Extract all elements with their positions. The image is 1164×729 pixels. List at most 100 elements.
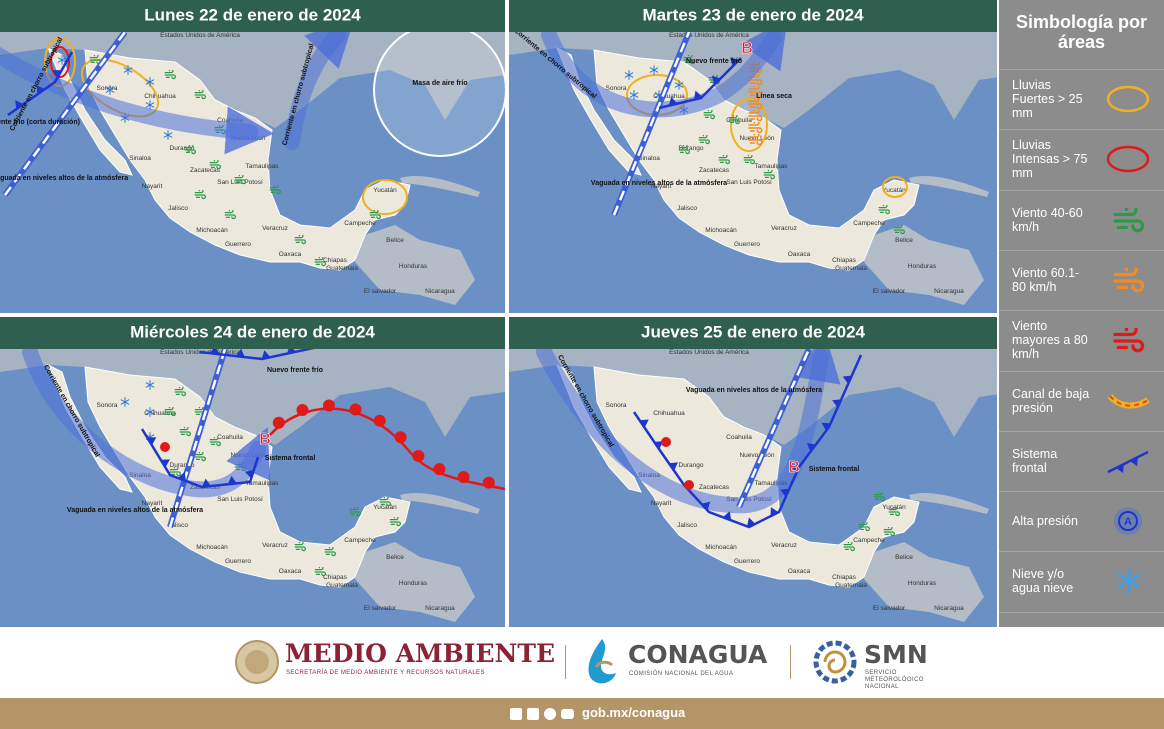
place-label: Campeche bbox=[344, 537, 376, 544]
jet-stream bbox=[22, 349, 271, 498]
place-label: El salvador bbox=[364, 605, 397, 612]
legend-icon bbox=[1106, 146, 1150, 173]
place-label: Michoacán bbox=[196, 227, 228, 234]
front-bump bbox=[394, 431, 407, 444]
map-panel: Lunes 22 de enero de 2024 Estados Unidos … bbox=[0, 0, 505, 313]
logo-medio-ambiente: MEDIO AMBIENTE bbox=[285, 639, 556, 668]
panel-title: Martes 23 de enero de 2024 bbox=[642, 5, 864, 24]
annotation: B bbox=[259, 431, 271, 448]
place-label: Belice bbox=[895, 237, 913, 244]
place-label: Nicaragua bbox=[934, 288, 964, 295]
place-label: Estados Unidos de América bbox=[160, 32, 240, 39]
place-label: Honduras bbox=[908, 263, 937, 270]
legend-icon bbox=[1117, 568, 1141, 595]
place-label: Sonora bbox=[606, 402, 627, 409]
legend-item: Sistema frontal bbox=[999, 430, 1164, 490]
land bbox=[400, 175, 480, 197]
legend-icon bbox=[1113, 207, 1145, 233]
place-label: Veracruz bbox=[771, 542, 797, 549]
divider bbox=[565, 645, 566, 679]
jet-stream bbox=[536, 349, 841, 514]
map-panel: Miércoles 24 de enero de 2024 Estados Uni… bbox=[0, 317, 505, 627]
conagua-icon bbox=[588, 639, 616, 684]
front-tooth bbox=[177, 471, 187, 482]
place-label: San Luis Potosí bbox=[217, 496, 263, 503]
title-bar bbox=[509, 0, 997, 32]
place-label: Oaxaca bbox=[279, 251, 302, 258]
front-tooth bbox=[235, 349, 245, 358]
place-label: Chiapas bbox=[832, 574, 857, 581]
front-bump bbox=[349, 403, 362, 416]
place-label: Michoacán bbox=[196, 544, 228, 551]
rain-area bbox=[362, 179, 408, 215]
legend-label: Lluvias Intensas > 75 mm bbox=[1012, 138, 1088, 181]
front-bump bbox=[272, 416, 285, 429]
front-bump bbox=[684, 480, 694, 490]
place-label: Veracruz bbox=[771, 225, 797, 232]
social-icons bbox=[510, 708, 574, 720]
front-tooth bbox=[821, 422, 831, 431]
land bbox=[909, 492, 989, 514]
place-label: Michoacán bbox=[705, 227, 737, 234]
map: Estados Unidos de AméricaSonoraChihuahua… bbox=[0, 349, 505, 627]
place-label: San Luis Potosí bbox=[726, 179, 772, 186]
legend-item: Viento 40-60 km/h bbox=[999, 189, 1164, 249]
legend-label: Viento 40-60 km/h bbox=[1012, 205, 1083, 234]
land bbox=[0, 32, 505, 128]
legend-item: Viento 60.1-80 km/h bbox=[999, 249, 1164, 309]
logo-smn-sub: SERVICIO METEOROLÓGICO NACIONAL bbox=[865, 670, 924, 690]
logo-conagua: CONAGUA bbox=[628, 640, 768, 669]
map: Estados Unidos de AméricaSonoraChihuahua… bbox=[509, 349, 997, 627]
place-label: Yucatán bbox=[882, 504, 906, 511]
legend-item: Lluvias Intensas > 75 mm bbox=[999, 129, 1164, 188]
title-bar bbox=[0, 0, 505, 32]
land bbox=[400, 492, 480, 514]
place-label: Chihuahua bbox=[144, 93, 176, 100]
front-tooth bbox=[730, 57, 740, 67]
place-label: El salvador bbox=[873, 605, 906, 612]
front-tooth bbox=[147, 437, 157, 446]
map-panel: Jueves 25 de enero de 2024 Estados Unidos… bbox=[509, 317, 997, 627]
legend-label: Sistema frontal bbox=[1012, 446, 1058, 475]
legend-item: Nieve y/o agua nieve bbox=[999, 551, 1164, 610]
place-label: Chihuahua bbox=[653, 410, 685, 417]
land bbox=[909, 175, 989, 197]
place-label: Jalisco bbox=[168, 522, 188, 529]
front-tooth bbox=[701, 501, 711, 511]
map: Estados Unidos de AméricaSonoraChihuahua… bbox=[509, 32, 997, 313]
panel-title: Jueves 25 de enero de 2024 bbox=[641, 322, 866, 341]
legend-icon-text: A bbox=[1124, 516, 1132, 528]
front-line bbox=[7, 51, 74, 117]
footer: MEDIO AMBIENTE SECRETARÍA DE MEDIO AMBIE… bbox=[0, 627, 1164, 698]
place-label: Nicaragua bbox=[425, 605, 455, 612]
front-bump bbox=[160, 442, 170, 452]
legend-label: Canal de baja presión bbox=[1012, 386, 1090, 415]
trough bbox=[167, 349, 228, 528]
place-label: Guatemala bbox=[835, 265, 867, 272]
smn-icon bbox=[813, 640, 857, 684]
trough-dash bbox=[612, 32, 691, 216]
place-label: Chiapas bbox=[323, 257, 348, 264]
legend-item: Lluvias Fuertes > 25 mm bbox=[999, 69, 1164, 128]
legend-label: Alta presión bbox=[1012, 514, 1079, 529]
place-label: Yucatán bbox=[373, 187, 397, 194]
place-label: Nuevo León bbox=[739, 452, 774, 459]
front-tooth bbox=[722, 511, 732, 521]
front-tooth bbox=[780, 488, 790, 497]
front-tooth bbox=[694, 90, 703, 100]
annotation: B bbox=[788, 459, 800, 476]
legend: Simbología por áreas Lluvias Fuertes > 2… bbox=[999, 0, 1164, 656]
land bbox=[0, 349, 505, 445]
place-label: Guerrero bbox=[225, 558, 251, 565]
annotation: Sistema frontal bbox=[265, 455, 316, 462]
annotation: Frente frío (corta duración) bbox=[0, 119, 80, 126]
panel-title: Miércoles 24 de enero de 2024 bbox=[130, 322, 375, 341]
place-label: Coahuila bbox=[217, 434, 243, 441]
annotation: Vaguada en niveles altos de la atmósfera bbox=[67, 507, 203, 514]
place-label: Durango bbox=[679, 145, 704, 152]
annotation: Línea seca bbox=[756, 93, 792, 100]
front-tooth bbox=[806, 443, 816, 452]
legend-item: Alta presión A bbox=[999, 491, 1164, 550]
front-tooth bbox=[668, 462, 679, 471]
legend-icon bbox=[1107, 450, 1149, 473]
